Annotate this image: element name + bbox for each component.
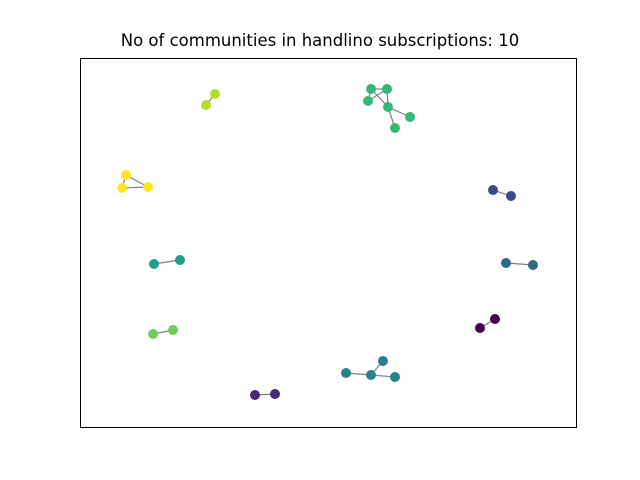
node-c4-3 (390, 372, 400, 382)
figure-title: No of communities in handlino subscripti… (120, 31, 520, 50)
node-c6-0 (366, 84, 376, 94)
node-c6-2 (363, 96, 373, 106)
node-c8-0 (201, 100, 211, 110)
node-c6-5 (390, 123, 400, 133)
plot-frame (80, 58, 577, 428)
node-c6-1 (382, 84, 392, 94)
node-c0-1 (490, 314, 500, 324)
node-c4-1 (366, 370, 376, 380)
node-c4-0 (341, 368, 351, 378)
node-c7-0 (148, 329, 158, 339)
node-c0-0 (475, 323, 485, 333)
node-c9-0 (121, 170, 131, 180)
node-c8-1 (210, 89, 220, 99)
node-c1-1 (270, 389, 280, 399)
node-c9-2 (143, 182, 153, 192)
node-c7-1 (168, 325, 178, 335)
node-c5-1 (175, 255, 185, 265)
node-c9-1 (117, 183, 127, 193)
node-c3-1 (528, 260, 538, 270)
node-c2-0 (488, 185, 498, 195)
node-c1-0 (250, 390, 260, 400)
node-c5-0 (149, 259, 159, 269)
node-c3-0 (501, 258, 511, 268)
node-c2-1 (506, 191, 516, 201)
nodes-layer (117, 84, 538, 400)
node-c6-4 (405, 112, 415, 122)
node-c6-3 (383, 102, 393, 112)
node-c4-2 (378, 356, 388, 366)
